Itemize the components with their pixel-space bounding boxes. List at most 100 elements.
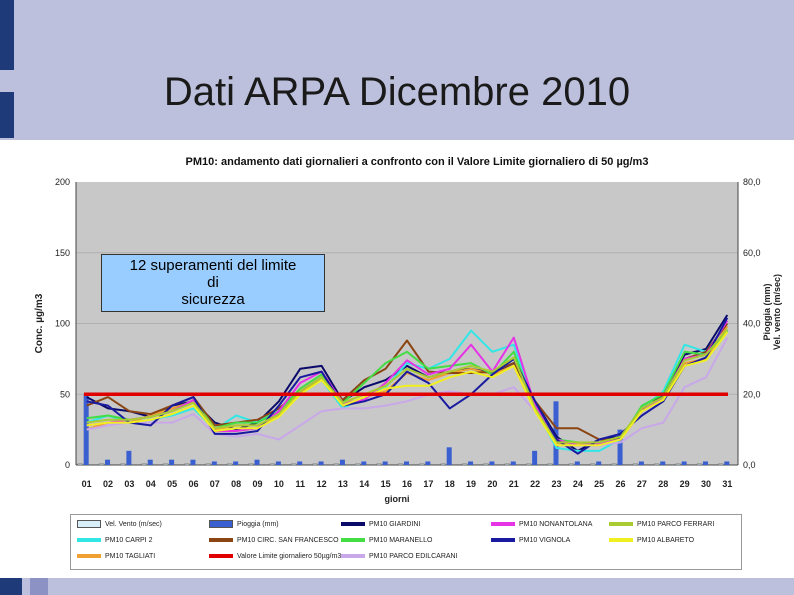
x-tick-label: 14: [359, 479, 369, 489]
legend-label: PM10 CIRC. SAN FRANCESCO: [237, 537, 339, 544]
legend-label: PM10 TAGLIATI: [105, 553, 156, 560]
callout-line-3: sicurezza: [181, 291, 245, 308]
y2-tick-label: 20,0: [743, 389, 761, 399]
x-axis-label: giorni: [385, 494, 410, 504]
wind-bar: [675, 463, 681, 466]
wind-bar: [504, 463, 511, 466]
x-tick-label: 01: [82, 479, 92, 489]
x-tick-label: 19: [466, 479, 476, 489]
y2-tick-label: 80,0: [743, 177, 761, 187]
rain-bar: [638, 461, 644, 465]
wind-bar: [718, 463, 724, 466]
header-accent-bottom: [0, 92, 14, 138]
y2-tick-label: 40,0: [743, 319, 761, 329]
legend-swatch: [209, 520, 233, 529]
wind-bar: [290, 463, 297, 466]
wind-bar: [589, 463, 596, 466]
wind-bar: [226, 463, 233, 466]
rain-bar: [190, 459, 196, 465]
x-tick-label: 17: [423, 479, 433, 489]
legend-item: PM10 CARPI 2: [77, 535, 152, 547]
wind-bar: [397, 463, 404, 466]
legend-label: PM10 NONANTOLANA: [519, 521, 593, 528]
rain-bar: [468, 461, 474, 465]
slide-header: [0, 0, 794, 140]
rain-bar: [211, 461, 217, 465]
wind-bar: [162, 463, 169, 466]
x-tick-label: 25: [594, 479, 604, 489]
x-tick-label: 27: [637, 479, 647, 489]
rain-bar: [553, 401, 559, 465]
legend-item: PM10 MARANELLO: [341, 535, 432, 547]
rain-bar: [532, 450, 538, 465]
x-tick-label: 16: [402, 479, 412, 489]
legend-item: PM10 PARCO EDILCARANI: [341, 551, 458, 563]
rain-bar: [126, 450, 132, 465]
legend-label: Pioggia (mm): [237, 521, 279, 528]
legend-swatch: [341, 538, 365, 543]
y-tick-label: 150: [55, 248, 70, 258]
rain-bar: [596, 461, 602, 465]
slide-footer: [0, 578, 794, 595]
wind-bar: [376, 463, 382, 466]
legend-swatch: [77, 538, 101, 543]
rain-bar: [617, 429, 623, 465]
x-tick-label: 10: [274, 479, 284, 489]
y-tick-label: 100: [55, 319, 70, 329]
y2-axis-label: Pioggia (mm): [762, 283, 772, 340]
rain-bar: [275, 461, 281, 465]
wind-bar: [205, 463, 212, 466]
legend-swatch: [209, 554, 233, 559]
rain-bar: [681, 461, 687, 465]
legend-swatch: [209, 538, 233, 543]
footer-accent: [0, 578, 22, 595]
chart-panel: PM10: andamento dati giornalieri a confr…: [28, 143, 794, 577]
series-line-9: [86, 331, 729, 447]
rain-bar: [489, 461, 495, 465]
x-tick-label: 21: [509, 479, 519, 489]
legend-label: Vel. Vento (m/sec): [105, 521, 162, 528]
wind-bar: [461, 463, 468, 466]
rain-bar: [233, 461, 239, 465]
wind-bar: [483, 463, 489, 466]
wind-bar: [312, 463, 318, 466]
legend-item: Vel. Vento (m/sec): [77, 519, 162, 531]
rain-bar: [83, 394, 89, 465]
x-tick-label: 22: [530, 479, 540, 489]
legend-label: PM10 PARCO FERRARI: [637, 521, 715, 528]
legend-item: PM10 TAGLIATI: [77, 551, 155, 563]
wind-bar: [77, 463, 83, 466]
x-tick-label: 08: [231, 479, 241, 489]
x-tick-label: 20: [487, 479, 497, 489]
legend-swatch: [77, 554, 101, 559]
y-tick-label: 50: [60, 389, 70, 399]
x-tick-label: 28: [658, 479, 668, 489]
wind-bar: [440, 463, 446, 466]
legend-label: PM10 CARPI 2: [105, 537, 153, 544]
rain-bar: [105, 459, 111, 465]
legend-item: PM10 GIARDINI: [341, 519, 420, 531]
wind-bar: [248, 463, 254, 466]
x-tick-label: 30: [701, 479, 711, 489]
pm10-chart: PM10: andamento dati giornalieri a confr…: [34, 156, 782, 504]
legend-swatch: [609, 538, 633, 543]
wind-bar: [654, 463, 660, 466]
rain-bar: [147, 459, 153, 465]
x-tick-label: 11: [295, 479, 305, 489]
y-tick-label: 0: [65, 460, 70, 470]
legend-swatch: [609, 522, 633, 527]
legend-label: PM10 ALBARETO: [637, 537, 695, 544]
rain-bar: [297, 461, 303, 465]
y-tick-label: 200: [55, 177, 70, 187]
legend-label: PM10 GIARDINI: [369, 521, 421, 528]
y2-tick-label: 60,0: [743, 248, 761, 258]
legend-swatch: [77, 520, 101, 529]
slide-title: Dati ARPA Dicembre 2010: [163, 70, 631, 114]
rain-bar: [425, 461, 431, 465]
x-tick-label: 13: [338, 479, 348, 489]
rain-bar: [404, 461, 409, 465]
wind-bar: [525, 463, 532, 466]
series-line-8: [86, 328, 729, 444]
legend-item: PM10 ALBARETO: [609, 535, 694, 547]
legend-item: Pioggia (mm): [209, 519, 279, 531]
